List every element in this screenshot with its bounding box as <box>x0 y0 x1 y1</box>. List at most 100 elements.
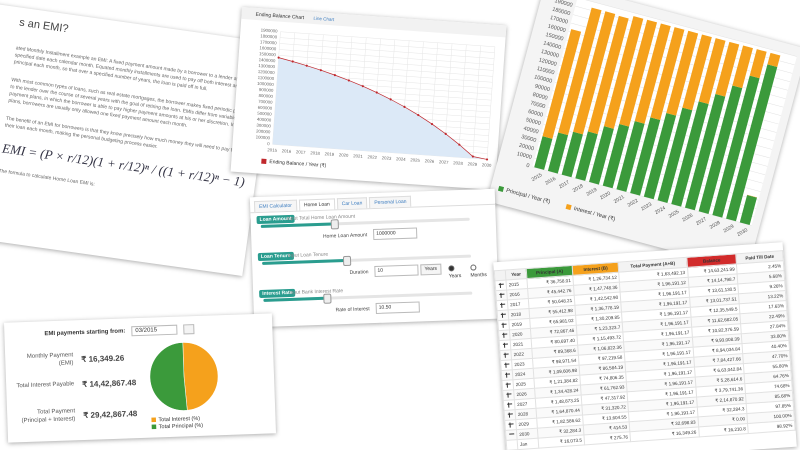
grid-line <box>278 55 494 71</box>
point <box>375 91 378 94</box>
pie-chart: Total Interest (%)Total Principal (%) <box>149 342 219 430</box>
y-tick-label: 140000 <box>542 40 561 51</box>
bar-segment <box>561 131 583 178</box>
expand-icon[interactable] <box>507 411 513 418</box>
radio-group: Years Months <box>448 264 491 279</box>
table-cell: ₹ 275.76 <box>584 431 631 445</box>
slider-knob[interactable] <box>330 219 340 230</box>
point <box>277 56 280 59</box>
x-tick-label: 2017 <box>296 149 306 155</box>
expand-icon[interactable] <box>507 421 514 428</box>
x-tick-label: 2022 <box>627 198 640 209</box>
bar-segment <box>698 38 726 105</box>
emi-summary: EMI payments starting from: 03/2015 Mont… <box>3 313 277 443</box>
pie-slice <box>182 342 219 411</box>
bar-segment <box>573 11 616 135</box>
date-input[interactable]: 03/2015 <box>131 324 178 337</box>
expand-icon[interactable] <box>502 342 508 348</box>
slider-knob[interactable] <box>322 293 332 304</box>
bar-segment <box>616 121 645 192</box>
expand-icon[interactable] <box>500 312 506 318</box>
expand-icon[interactable] <box>504 372 510 378</box>
expand-icon[interactable] <box>500 322 507 328</box>
y-tick-label: 1800000 <box>260 33 278 39</box>
y-tick-label: 1900000 <box>261 27 279 33</box>
bar-segment <box>682 34 712 111</box>
x-tick-label: 2021 <box>353 153 363 159</box>
chart-title: Ending Balance Chart <box>255 12 305 21</box>
bar-segment <box>587 15 629 135</box>
y-tick-label: 100000 <box>533 74 552 85</box>
expand-icon[interactable] <box>503 352 509 358</box>
grid-line <box>278 61 493 77</box>
radio-option[interactable]: Months <box>470 264 492 279</box>
text-input[interactable]: 10 <box>374 264 419 278</box>
point <box>444 132 447 135</box>
radio-option[interactable]: Years <box>448 265 466 280</box>
x-tick-label: 2029 <box>723 223 736 234</box>
form-section: Loan Tenure Input Loan Tenure Duration 10 Ye… <box>257 245 492 287</box>
text-input[interactable]: 1000000 <box>372 227 418 241</box>
legend-swatch <box>497 185 505 192</box>
expand-icon[interactable] <box>501 332 507 338</box>
area <box>272 57 488 160</box>
point <box>291 60 294 63</box>
point <box>389 98 392 101</box>
bar-segment <box>542 29 582 139</box>
x-tick-label: 2027 <box>695 216 708 227</box>
text-input[interactable]: 10.50 <box>375 301 420 314</box>
x-tick-label: 2018 <box>572 183 585 194</box>
expand-icon[interactable] <box>498 282 504 288</box>
grid-line <box>472 45 481 159</box>
collapse-icon[interactable] <box>508 431 514 438</box>
y-tick-label: 500000 <box>257 111 272 117</box>
x-tick-label: 2026 <box>425 158 435 164</box>
x-tick-label: 2025 <box>410 157 420 163</box>
x-tick-label: 2020 <box>599 190 612 201</box>
bar-segment <box>534 136 553 170</box>
y-tick-label: 1400000 <box>259 57 277 63</box>
field-label: Rate of Interest <box>335 306 370 314</box>
tab[interactable]: Home Loan <box>298 198 335 211</box>
summary-row: Monthly Payment (EMI) ₹ 16,349.26 <box>11 350 141 370</box>
tab[interactable]: Car Loan <box>336 197 368 210</box>
expand-icon[interactable] <box>499 302 505 308</box>
start-label: EMI payments starting from: <box>44 328 126 338</box>
x-tick-label: 2016 <box>282 148 292 154</box>
table-cell: 98.92% <box>747 420 796 434</box>
x-tick-label: 2019 <box>585 187 598 198</box>
x-tick-label: 2015 <box>531 172 544 183</box>
expand-icon[interactable] <box>506 401 512 408</box>
section-hint: Input Total Home Loan Amount <box>286 213 356 223</box>
amortization-table-panel: Year Principal (A) Interest (B) Total Payme… <box>493 242 797 450</box>
bar-segment <box>726 64 778 222</box>
start-row: EMI payments starting from: 03/2015 <box>44 324 195 339</box>
y-tick-label: 190000 <box>554 0 573 9</box>
point <box>485 158 489 161</box>
y-tick-label: 60000 <box>527 109 543 119</box>
y-tick-label: 50000 <box>525 117 541 127</box>
x-tick-label: 2028 <box>709 220 722 231</box>
expand-icon[interactable] <box>505 391 512 398</box>
expand-icon[interactable] <box>498 292 505 298</box>
x-tick-label: 2023 <box>382 155 392 161</box>
y-tick-label: 1000000 <box>257 81 275 87</box>
radio-button[interactable] <box>448 265 455 272</box>
bar-segment <box>732 45 753 89</box>
calendar-button[interactable] <box>183 324 195 335</box>
y-tick-label: 1300000 <box>258 63 276 69</box>
legend-label: Total Interest (%) <box>158 416 200 423</box>
radio-label: Years <box>448 272 462 280</box>
radio-button[interactable] <box>470 264 477 271</box>
point <box>458 143 461 146</box>
expand-icon[interactable] <box>503 362 510 368</box>
pie-slice <box>149 342 188 411</box>
tab[interactable]: Personal Loan <box>369 195 412 209</box>
expand-icon[interactable] <box>505 381 511 388</box>
table-cell: ₹ 16,210.8 <box>698 423 749 437</box>
bar-segment <box>749 49 767 79</box>
tab[interactable]: EMI Calculator <box>253 199 298 213</box>
y-tick-label: 0 <box>267 141 270 146</box>
slider-knob[interactable] <box>342 255 351 267</box>
